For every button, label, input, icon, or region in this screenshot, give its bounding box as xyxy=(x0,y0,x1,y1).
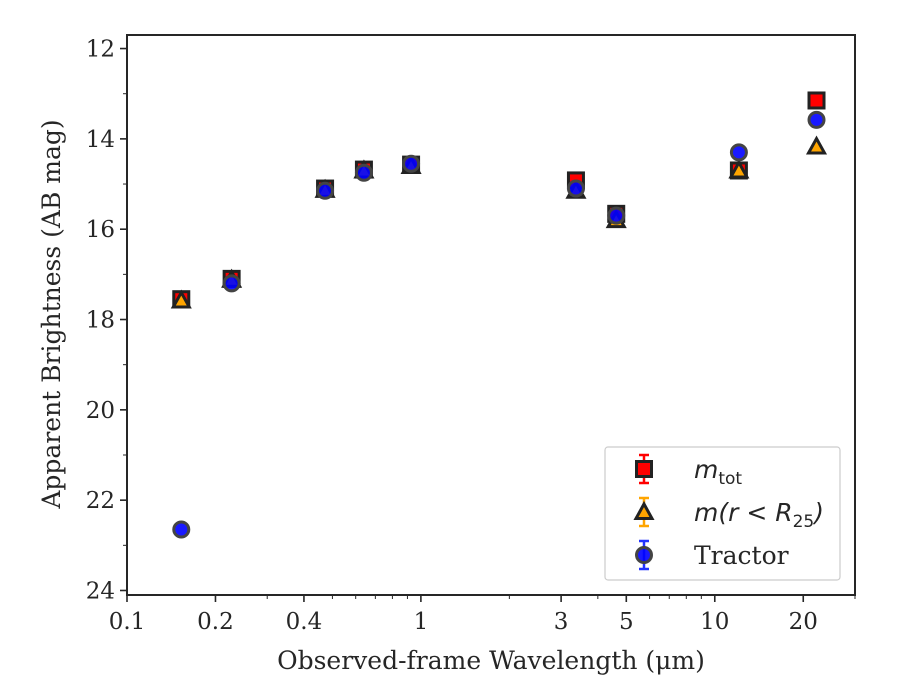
y-tick-label: 14 xyxy=(86,127,115,153)
triangle-point xyxy=(170,289,192,309)
legend-entry: Tractor xyxy=(694,541,789,570)
legend: mtot m(r < R25) Tractor xyxy=(604,446,841,581)
x-tick-label: 3 xyxy=(554,609,569,635)
square-point xyxy=(807,91,826,110)
y-tick-label: 22 xyxy=(86,488,115,514)
x-tick-label: 0.1 xyxy=(109,609,146,635)
x-tick-label: 5 xyxy=(619,609,634,635)
circle-point xyxy=(402,154,421,173)
y-axis-label: Apparent Brightness (AB mag) xyxy=(37,119,66,509)
plot-frame xyxy=(126,34,856,596)
x-tick-label: 20 xyxy=(789,609,818,635)
circle-point xyxy=(807,110,826,129)
legend-marker-triangle xyxy=(633,500,655,520)
circle-point xyxy=(316,181,335,200)
circle-point xyxy=(172,520,191,539)
y-tick-label: 24 xyxy=(86,578,115,604)
x-tick-label: 0.2 xyxy=(197,609,234,635)
x-tick-label: 0.4 xyxy=(286,609,323,635)
legend-entry: m(r < R25) xyxy=(694,498,824,532)
circle-point xyxy=(354,163,373,182)
x-axis-label: Observed-frame Wavelength (μm) xyxy=(277,646,705,675)
y-tick-label: 16 xyxy=(86,217,115,243)
legend-marker-square xyxy=(635,460,653,478)
x-tick-label: 10 xyxy=(700,609,729,635)
legend-entry: mtot xyxy=(694,455,742,489)
y-tick-label: 18 xyxy=(86,308,115,334)
circle-point xyxy=(222,274,241,293)
y-tick-label: 20 xyxy=(86,398,115,424)
triangle-point xyxy=(728,159,750,179)
circle-point xyxy=(607,206,626,225)
legend-marker-circle xyxy=(635,546,653,564)
circle-point xyxy=(566,179,585,198)
x-tick-label: 1 xyxy=(414,609,429,635)
legend-box xyxy=(604,446,841,581)
plot-marks xyxy=(170,91,828,539)
y-tick-label: 12 xyxy=(86,37,115,63)
axes: 12 14 16 18 20 22 24 0.1 0.2 0.4 1 3 5 10 20 xyxy=(86,34,856,635)
circle-point xyxy=(729,143,748,162)
triangle-point xyxy=(805,135,828,155)
series-circle xyxy=(172,110,826,539)
